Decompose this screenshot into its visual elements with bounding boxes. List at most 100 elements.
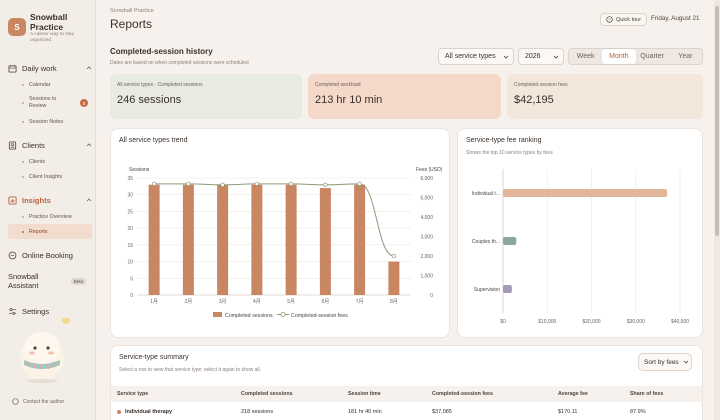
mascot-illustration xyxy=(14,316,74,384)
breadcrumb: Snowball Practice xyxy=(110,8,154,14)
nav-clients-label: Clients xyxy=(22,140,45,150)
chevron-up-icon[interactable] xyxy=(85,65,92,72)
sidebar-item-session-notes[interactable]: Session Notes xyxy=(8,114,92,129)
bullet-icon xyxy=(22,120,24,123)
y-tick-label: Couples th... xyxy=(472,239,500,245)
line-point-session-fees xyxy=(391,253,397,259)
cell-service: Individual therapy xyxy=(117,409,172,415)
line-point-session-fees xyxy=(254,181,260,186)
kpi-value: 246 sessions xyxy=(117,94,182,106)
left-tick-label: 15 xyxy=(127,243,133,249)
chevron-up-icon[interactable] xyxy=(85,142,92,149)
service-type-value: All service types xyxy=(445,53,496,60)
nav-group-clients: Clients Clients Client Insights xyxy=(8,139,92,184)
clients-icon xyxy=(8,140,17,150)
column-header[interactable]: Average fee xyxy=(558,391,588,397)
history-subtitle: Dates are based on when completed sessio… xyxy=(110,60,249,66)
brand-logo: S xyxy=(8,18,26,36)
nav-group-daily-work: Daily work Calendar Sessions to Review 5 … xyxy=(8,62,92,129)
contact-author-link[interactable]: Contact the author xyxy=(12,398,64,405)
nav-insights[interactable]: Insights xyxy=(8,194,92,206)
svg-text:?: ? xyxy=(608,17,611,22)
line-point-session-fees xyxy=(323,182,328,187)
x-tick-label: 3月 xyxy=(219,299,227,305)
bar-completed-sessions xyxy=(319,188,331,295)
column-header[interactable]: Service type xyxy=(117,391,149,397)
page-title: Reports xyxy=(110,17,153,31)
page-scrollbar[interactable] xyxy=(714,0,720,420)
period-quarter[interactable]: Quarter xyxy=(640,53,664,60)
column-header[interactable]: Completed sessions xyxy=(241,391,293,397)
nav-assistant[interactable]: Snowball Assistant Beta xyxy=(8,272,92,292)
x-tick-label: 7月 xyxy=(356,299,364,305)
right-tick-label: 1,000 xyxy=(420,274,433,280)
settings-icon xyxy=(8,307,17,316)
column-header[interactable]: Session time xyxy=(348,391,381,397)
service-type-select[interactable]: All service types xyxy=(438,48,514,65)
brand-name: Snowball Practice xyxy=(30,12,68,32)
x-tick-label: 4月 xyxy=(253,299,261,305)
kpi-completed-sessions: All service types · Completed sessions 2… xyxy=(110,74,302,119)
x-tick-label: 6月 xyxy=(321,299,329,305)
nav-assistant-label: Snowball Assistant xyxy=(8,272,39,290)
quick-tour-button[interactable]: ? Quick tour xyxy=(600,13,648,26)
column-header[interactable]: Share of fees xyxy=(630,391,664,397)
beta-badge: Beta xyxy=(70,278,86,285)
period-year[interactable]: Year xyxy=(678,53,693,60)
kpi-label: All service types · Completed sessions xyxy=(117,82,203,88)
chevron-down-icon xyxy=(503,54,509,60)
current-date: Friday, August 21 xyxy=(651,15,700,22)
left-tick-label: 20 xyxy=(127,226,133,232)
cell-sessions: 218 sessions xyxy=(241,409,274,415)
nav-daily-work[interactable]: Daily work xyxy=(8,62,92,74)
nav-online-booking-label: Online Booking xyxy=(22,250,73,260)
kpi-completed-workload: Completed workload 213 hr 10 min xyxy=(308,74,501,119)
left-tick-label: 0 xyxy=(130,293,133,299)
nav-clients[interactable]: Clients xyxy=(8,139,92,151)
ranking-chart: $0 $10,000 $20,000 $30,000 $40,000 Individual… xyxy=(472,169,689,325)
sort-by-fees-button[interactable]: Sort by fees xyxy=(638,353,692,371)
sidebar-item-client-insights[interactable]: Client Insights xyxy=(8,169,92,184)
history-title: Completed-session history xyxy=(110,47,213,56)
sidebar-item-sessions-to-review[interactable]: Sessions to Review 5 xyxy=(8,92,92,114)
ranking-card: Service-type fee ranking Shows the top 1… xyxy=(457,128,703,338)
right-tick-label: 4,000 xyxy=(420,215,433,221)
sidebar-item-label: Client Insights xyxy=(29,173,63,180)
bullet-icon xyxy=(22,83,24,86)
bar-completed-sessions xyxy=(182,184,194,295)
right-tick-label: 5,000 xyxy=(420,196,433,202)
cell-fees: $37,085 xyxy=(432,409,452,415)
table-row[interactable]: Individual therapy 218 sessions 181 hr 4… xyxy=(111,405,702,419)
nav-settings[interactable]: Settings xyxy=(8,305,92,317)
line-point-session-fees xyxy=(357,181,362,186)
sidebar-item-calendar[interactable]: Calendar xyxy=(8,77,92,92)
chat-icon xyxy=(12,398,19,405)
nav-group-insights: Insights Practice Overview Reports xyxy=(8,194,92,239)
period-week[interactable]: Week xyxy=(576,53,595,60)
chevron-down-icon xyxy=(553,54,559,60)
sidebar-item-practice-overview[interactable]: Practice Overview xyxy=(8,209,92,224)
legend-line-label: Completed-session fees xyxy=(291,313,348,319)
column-header[interactable]: Completed-session fees xyxy=(432,391,493,397)
period-toggle: Week Month Quarter Year xyxy=(568,48,703,65)
sidebar-item-reports[interactable]: Reports xyxy=(8,224,92,239)
year-value: 2026 xyxy=(525,53,541,60)
nav-online-booking-group: Online Booking xyxy=(8,249,92,261)
scrollbar-thumb[interactable] xyxy=(715,6,719,236)
summary-title: Service-type summary xyxy=(119,354,189,361)
kpi-value: 213 hr 10 min xyxy=(315,94,383,106)
sidebar-item-label: Clients xyxy=(29,158,46,165)
trend-card-title: All service types trend xyxy=(119,137,188,144)
nav-online-booking[interactable]: Online Booking xyxy=(8,249,92,261)
nav-insights-label: Insights xyxy=(22,195,51,205)
sidebar-item-clients[interactable]: Clients xyxy=(8,154,92,169)
chevron-up-icon[interactable] xyxy=(85,197,92,204)
period-month[interactable]: Month xyxy=(602,49,636,64)
right-axis-title: Fees (USD) xyxy=(416,167,443,173)
bullet-icon xyxy=(22,102,24,104)
legend-line-marker xyxy=(280,312,286,317)
left-axis-title: Sessions xyxy=(129,167,150,173)
year-select[interactable]: 2026 xyxy=(518,48,564,65)
x-tick-label: $0 xyxy=(500,319,506,325)
trend-chart: Sessions Fees (USD) 0 5 10 15 20 25 30 35 0 1,000… xyxy=(127,167,443,319)
